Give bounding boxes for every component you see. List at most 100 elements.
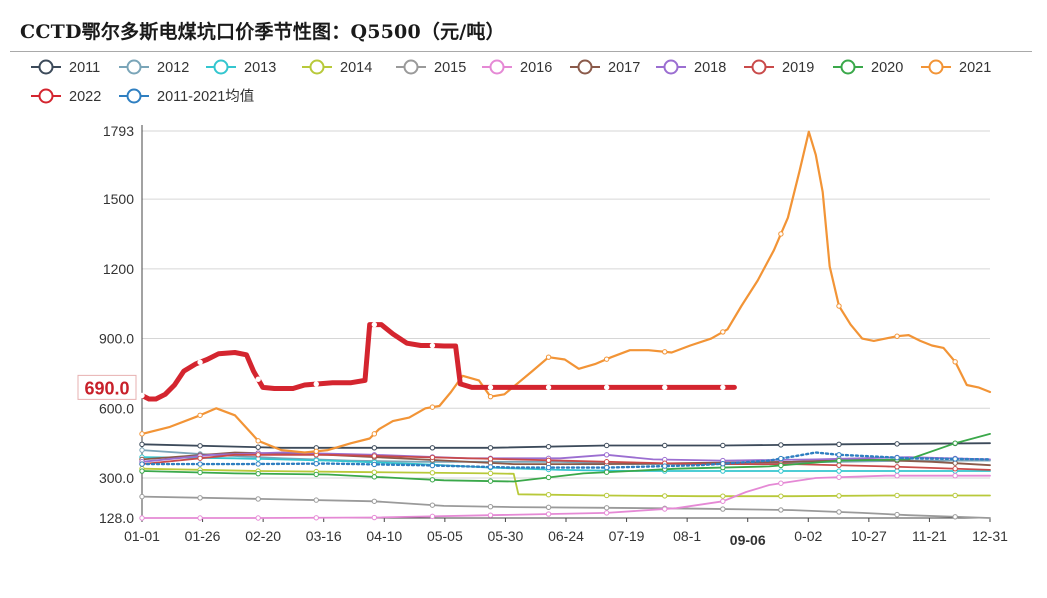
legend-marker-icon <box>213 59 229 75</box>
data-point-2015 <box>778 507 784 513</box>
data-point-2021 <box>836 303 842 309</box>
data-point-2015 <box>487 503 494 510</box>
data-point-2020 <box>603 469 610 475</box>
data-point-2019 <box>197 455 203 461</box>
data-point-2011-2021均值 <box>778 455 784 462</box>
legend[interactable]: 2011 2012 2013 2014 2015 2016 2017 2018 2019 2020… <box>31 59 991 105</box>
legend-item-2013[interactable]: 2013 <box>206 59 276 76</box>
legend-marker-icon <box>663 59 679 75</box>
legend-item-2017[interactable]: 2017 <box>570 59 640 76</box>
annotations: 690.0 <box>77 374 137 400</box>
data-point-2019 <box>429 454 436 461</box>
data-point-2011-2021均值 <box>720 460 726 467</box>
data-point-2011-2021均值 <box>313 460 319 467</box>
data-point-2016 <box>662 506 668 512</box>
data-point-2016 <box>313 515 319 521</box>
data-point-2020 <box>371 474 378 480</box>
data-point-2014 <box>894 492 900 499</box>
legend-item-2015[interactable]: 2015 <box>396 59 466 76</box>
data-point-2016 <box>255 515 261 521</box>
data-point-2016 <box>197 515 203 521</box>
data-point-2011-2021均值 <box>952 456 958 462</box>
x-tick-label: 02-20 <box>245 528 281 544</box>
data-point-2016 <box>952 472 958 479</box>
data-point-2015 <box>894 511 900 518</box>
legend-label: 2011 <box>69 60 100 76</box>
data-point-2022 <box>429 342 436 349</box>
data-point-2011-2021均值 <box>487 464 494 470</box>
legend-item-2020[interactable]: 2020 <box>833 59 903 76</box>
legend-label: 2018 <box>694 60 726 76</box>
data-point-2019 <box>255 452 261 458</box>
legend-item-2018[interactable]: 2018 <box>656 59 726 76</box>
x-tick-label: 11-21 <box>912 528 947 544</box>
data-point-2022 <box>603 384 610 391</box>
data-point-2011 <box>836 441 842 448</box>
y-tick-label: 900.0 <box>99 331 134 347</box>
data-point-2011-2021均值 <box>894 454 900 461</box>
data-point-2012 <box>139 447 145 453</box>
y-tick-label: 1793 <box>103 123 134 139</box>
data-point-2020 <box>429 477 436 483</box>
y-tick-label: 128.0 <box>99 510 134 526</box>
data-point-2019 <box>545 457 552 463</box>
data-point-2011-2021均值 <box>139 461 145 467</box>
data-point-2016 <box>545 511 552 517</box>
x-tick-label: 05-30 <box>488 528 524 544</box>
x-tick-label: 04-10 <box>366 528 402 544</box>
data-point-2016 <box>429 513 436 520</box>
data-point-2014 <box>429 470 436 476</box>
x-tick-label: 01-01 <box>124 528 160 544</box>
x-tick-label: 01-26 <box>185 528 221 544</box>
legend-item-2014[interactable]: 2014 <box>302 59 372 76</box>
data-point-2011 <box>662 442 668 449</box>
data-point-2022 <box>662 384 668 391</box>
x-tick-label: 10-27 <box>851 528 887 544</box>
data-point-2011 <box>197 443 203 449</box>
series-line-2013 <box>141 456 991 472</box>
legend-item-2021[interactable]: 2021 <box>921 59 991 76</box>
legend-item-2011-2021均值[interactable]: 2011-2021均值 <box>119 88 254 105</box>
data-point-2022 <box>313 381 319 387</box>
data-point-2016 <box>894 472 900 479</box>
data-point-2021 <box>255 438 261 444</box>
legend-item-2022[interactable]: 2022 <box>31 88 101 105</box>
data-point-2015 <box>603 505 610 511</box>
data-point-2011 <box>487 445 494 451</box>
data-point-2011-2021均值 <box>662 463 668 469</box>
data-point-2013 <box>836 468 842 474</box>
x-tick-label: 08-1 <box>673 528 701 544</box>
series-line-2022 <box>139 322 737 402</box>
data-point-2015 <box>952 514 958 520</box>
data-point-2015 <box>313 497 319 503</box>
data-point-2022 <box>720 384 726 391</box>
data-point-2019 <box>603 459 610 465</box>
series-line-2014 <box>141 467 991 498</box>
legend-item-2019[interactable]: 2019 <box>744 59 814 76</box>
legend-label: 2017 <box>608 60 640 76</box>
x-tick-label: 0-02 <box>794 528 822 544</box>
legend-item-2011[interactable]: 2011 <box>31 59 100 76</box>
current-value-badge-box <box>77 374 137 400</box>
data-point-2020 <box>197 469 203 476</box>
legend-item-2016[interactable]: 2016 <box>482 59 552 76</box>
data-point-2021 <box>894 333 900 339</box>
x-tick-label-highlight: 09-06 <box>730 532 766 548</box>
data-point-2021 <box>603 356 610 362</box>
data-point-2011 <box>778 442 784 448</box>
data-point-2011 <box>371 445 378 451</box>
data-point-2014 <box>662 493 668 499</box>
data-point-2019 <box>371 453 378 459</box>
data-point-2014 <box>952 492 958 499</box>
legend-label: 2013 <box>244 60 276 76</box>
data-point-2019 <box>952 466 958 472</box>
legend-item-2012[interactable]: 2012 <box>119 59 189 76</box>
data-point-2011 <box>139 441 145 448</box>
legend-marker-icon <box>126 59 142 75</box>
data-point-2019 <box>836 462 842 468</box>
legend-label: 2022 <box>69 89 101 105</box>
grid-layer <box>142 130 990 479</box>
series-line-2018 <box>141 451 991 463</box>
y-tick-label: 300.0 <box>99 470 134 486</box>
legend-label: 2015 <box>434 60 466 76</box>
